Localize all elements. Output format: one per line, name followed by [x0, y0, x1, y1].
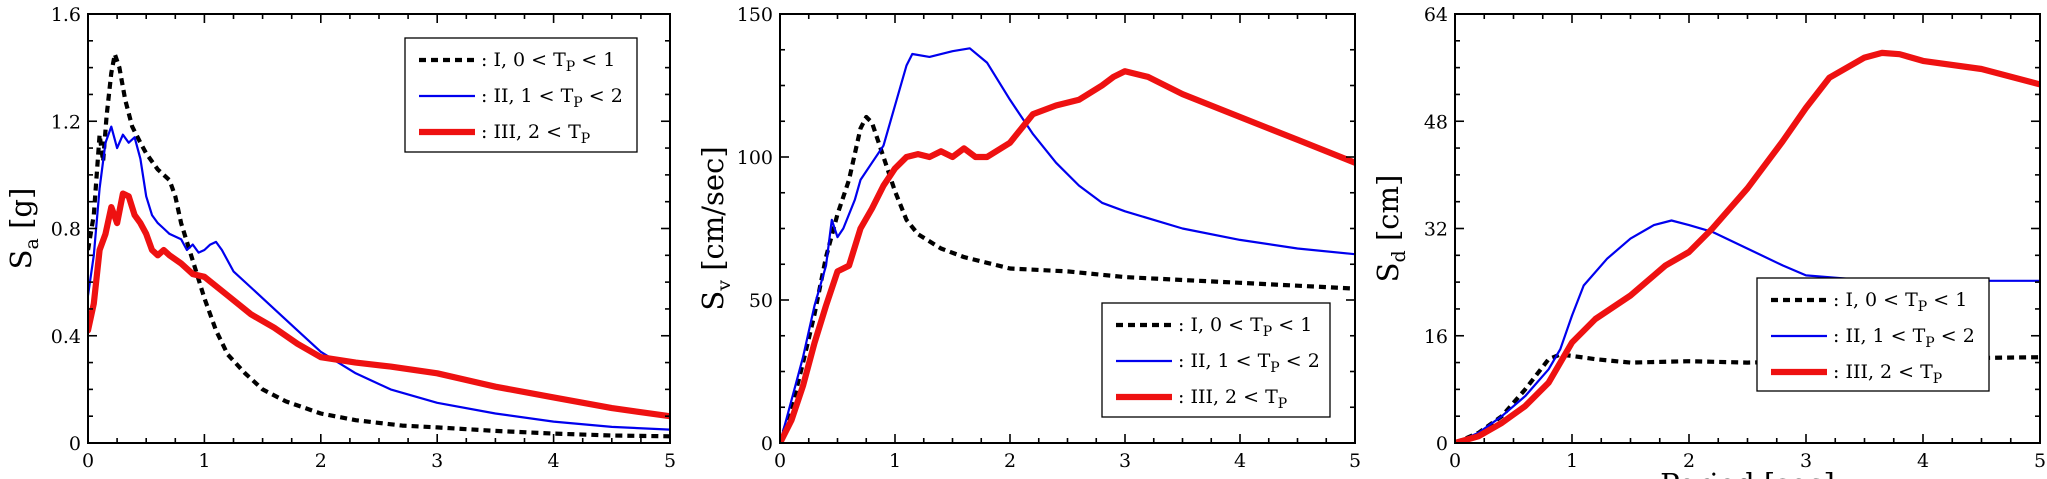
series-line-III	[780, 68, 1355, 443]
legend-label-text: : III, 2 < T	[1178, 386, 1278, 408]
x-tick-label: 4	[1917, 450, 1929, 472]
series-line-II	[780, 47, 1355, 443]
y-axis-title: Sa [g]	[4, 188, 43, 270]
y-axis-title-sub: a	[21, 238, 43, 249]
series-line-III	[88, 190, 670, 420]
y-tick-label: 0	[1436, 433, 1448, 455]
y-tick-label: 32	[1424, 219, 1448, 241]
x-tick-label: 4	[548, 450, 560, 472]
y-tick-label: 1.6	[51, 4, 81, 26]
legend-label-III: : III, 2 < TP	[481, 121, 590, 147]
series-group	[88, 52, 670, 439]
y-axis-title-unit: [g]	[4, 188, 38, 238]
x-tick-label: 1	[889, 450, 901, 472]
legend: : I, 0 < TP < 1: II, 1 < TP < 2: III, 2 …	[1101, 302, 1331, 418]
legend-label-text: : I, 0 < T	[481, 49, 566, 71]
legend-label-sub: P	[1278, 396, 1287, 412]
legend-label-post: < 1	[575, 49, 615, 71]
legend-label-text: : II, 1 < T	[1833, 325, 1926, 347]
legend-label-text: : III, 2 < T	[481, 121, 581, 143]
chart-3: 0 1 2 3 4 5 0 16 32 48 64 Sd [cm] Period [sec] : I, 0…	[1371, 4, 2046, 479]
x-tick-label: 0	[774, 450, 786, 472]
x-tick-label: 3	[1800, 450, 1812, 472]
y-tick-label: 0	[69, 433, 81, 455]
y-tick-label: 50	[749, 290, 773, 312]
series-line-I	[780, 114, 1355, 443]
series-group	[780, 47, 1355, 443]
legend: : I, 0 < TP < 1: II, 1 < TP < 2: III, 2 …	[404, 37, 638, 153]
legend-label-sub: P	[1933, 371, 1942, 387]
y-tick-label: 64	[1424, 4, 1448, 26]
legend-label-II: : II, 1 < TP < 2	[481, 85, 623, 111]
x-tick-label: 1	[198, 450, 210, 472]
x-tick-label: 3	[1119, 450, 1131, 472]
y-axis-title-sub: v	[713, 280, 735, 292]
legend-label-I: : I, 0 < TP < 1	[1178, 314, 1312, 340]
x-tick-label: 3	[431, 450, 443, 472]
y-tick-label: 0	[761, 433, 773, 455]
legend-label-sub: P	[1270, 360, 1279, 376]
legend-label-text: : I, 0 < T	[1178, 314, 1263, 336]
legend-label-post: < 2	[1935, 325, 1975, 347]
legend-label-II: : II, 1 < TP < 2	[1833, 325, 1975, 351]
y-axis-title: Sd [cm]	[1371, 175, 1410, 283]
legend-label-sub: P	[1925, 335, 1934, 351]
x-tick-label: 2	[1004, 450, 1016, 472]
x-tick-label: 5	[2034, 450, 2046, 472]
legend-label-post: < 2	[1280, 350, 1320, 372]
y-axis-title-unit: [cm]	[1371, 175, 1405, 251]
y-tick-label: 48	[1424, 111, 1448, 133]
y-axis-title-base: S	[4, 249, 38, 269]
legend-label-sub: P	[573, 95, 582, 111]
legend-label-I: : I, 0 < TP < 1	[1833, 289, 1967, 315]
x-tick-label: 0	[1449, 450, 1461, 472]
legend-label-sub: P	[1918, 299, 1927, 315]
legend-label-text: : II, 1 < T	[1178, 350, 1271, 372]
chart-1: 0 1 2 3 4 500.40.81.21.6Sa [g]: I, 0 < TP < 1…	[4, 4, 676, 472]
y-axis-title-base: S	[696, 291, 730, 311]
y-axis-title-unit: [cm/sec]	[696, 146, 730, 280]
series-line-III	[1455, 49, 2040, 443]
x-tick-label: 2	[315, 450, 327, 472]
y-tick-label: 1.2	[51, 111, 81, 133]
y-tick-label: 0.4	[51, 326, 81, 348]
legend-label-text: : II, 1 < T	[481, 85, 574, 107]
x-tick-label: 1	[1566, 450, 1578, 472]
legend-label-sub: P	[581, 131, 590, 147]
legend-label-III: : III, 2 < TP	[1833, 361, 1942, 387]
x-tick-label: 2	[1683, 450, 1695, 472]
legend-label-text: : I, 0 < T	[1833, 289, 1918, 311]
legend-label-I: : I, 0 < TP < 1	[481, 49, 615, 75]
y-tick-label: 100	[737, 147, 773, 169]
x-tick-label: 0	[82, 450, 94, 472]
x-tick-label: 5	[1349, 450, 1361, 472]
y-axis-title-sub: d	[1388, 250, 1410, 262]
legend: : I, 0 < TP < 1: II, 1 < TP < 2: III, 2 …	[1756, 277, 1990, 392]
legend-label-sub: P	[1263, 324, 1272, 340]
series-line-II	[88, 125, 670, 431]
legend-label-text: : III, 2 < T	[1833, 361, 1933, 383]
y-tick-label: 150	[737, 4, 773, 26]
y-axis-title-base: S	[1371, 262, 1405, 282]
series-line-I	[88, 52, 670, 439]
x-tick-label: 4	[1234, 450, 1246, 472]
y-tick-label: 16	[1424, 326, 1448, 348]
legend-label-sub: P	[566, 59, 575, 75]
legend-label-post: < 1	[1272, 314, 1312, 336]
legend-label-III: : III, 2 < TP	[1178, 386, 1287, 412]
y-tick-label: 0.8	[51, 219, 81, 241]
x-tick-label: 5	[664, 450, 676, 472]
legend-label-II: : II, 1 < TP < 2	[1178, 350, 1320, 376]
legend-label-post: < 1	[1927, 289, 1967, 311]
legend-label-post: < 2	[583, 85, 623, 107]
y-axis-title: Sv [cm/sec]	[696, 146, 735, 310]
x-axis-title: Period [sec]	[1660, 467, 1835, 479]
